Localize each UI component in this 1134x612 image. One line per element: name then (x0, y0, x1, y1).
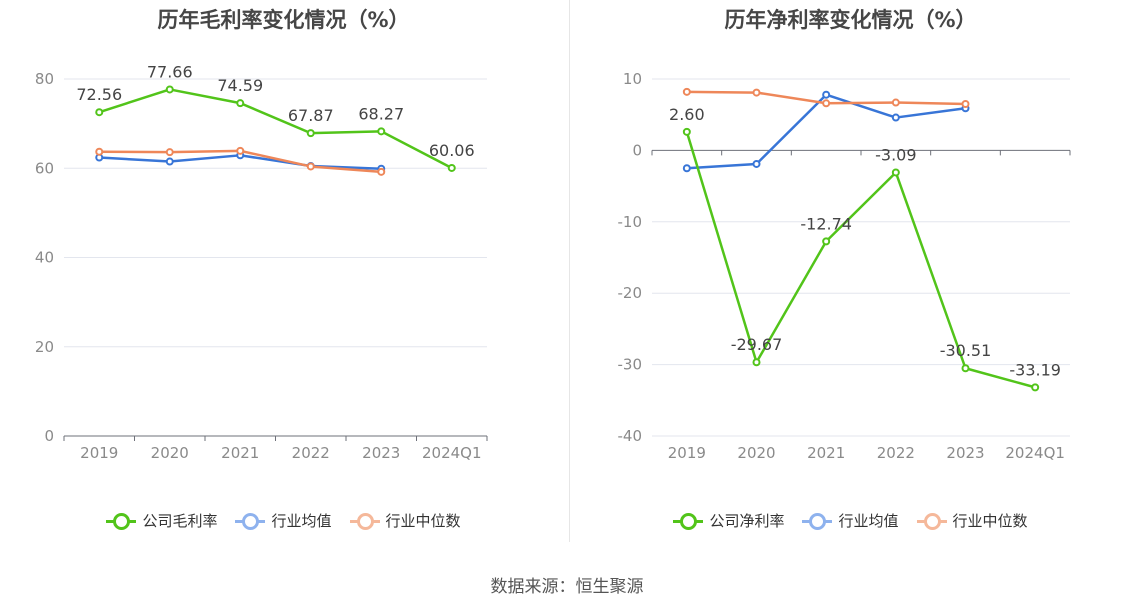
data-point (682, 127, 691, 136)
data-point (236, 99, 245, 108)
net-margin-plot: -40 -30 -20 -10 0 10 2019 2020 2021 2022 2023 2024Q… (618, 70, 1071, 462)
legend-item[interactable]: 公司毛利率 (106, 510, 217, 531)
y-tick-label: 0 (632, 141, 642, 159)
y-tick-label: 10 (623, 70, 642, 88)
chart-title: 历年净利率变化情况（%） (724, 8, 977, 32)
x-tick-label: 2019 (668, 444, 706, 462)
legend-item[interactable]: 行业中位数 (349, 510, 461, 531)
data-label: -33.19 (1009, 360, 1061, 379)
y-tick-label: 80 (35, 70, 54, 88)
legend-label: 公司净利率 (709, 512, 785, 530)
y-tick-label: 40 (35, 249, 54, 267)
y-tick-label: 20 (35, 338, 54, 356)
legend-marker-icon (673, 512, 704, 530)
x-tick-label: 2019 (80, 444, 118, 462)
y-tick-label: -30 (618, 356, 643, 374)
legend-item[interactable]: 公司净利率 (673, 510, 784, 531)
y-tick-label: -20 (618, 284, 643, 302)
legend-item[interactable]: 行业均值 (235, 510, 332, 531)
data-point (891, 113, 900, 122)
data-point (822, 90, 831, 99)
data-point (165, 85, 174, 94)
legend-label: 行业均值 (271, 512, 332, 530)
legend-label: 公司毛利率 (142, 512, 218, 530)
y-tick-label: -10 (618, 213, 643, 231)
x-tick-label: 2023 (362, 444, 400, 462)
legend-marker-icon (235, 512, 266, 530)
legend-marker-icon (349, 512, 380, 530)
legend-label: 行业均值 (838, 512, 899, 530)
data-label: -29.67 (731, 335, 783, 354)
data-point (95, 108, 104, 117)
data-label: -30.51 (940, 341, 992, 360)
x-tick-label: 2021 (807, 444, 845, 462)
data-point (377, 127, 386, 136)
legend-marker-icon (916, 512, 947, 530)
data-point (891, 98, 900, 107)
data-point (961, 364, 970, 373)
data-point (165, 148, 174, 157)
legend-marker-icon (106, 512, 137, 530)
data-point (752, 358, 761, 367)
panel-divider (569, 0, 570, 542)
data-point (95, 147, 104, 156)
data-point (236, 146, 245, 155)
chart-legend: 公司净利率 行业均值 行业中位数 (567, 510, 1134, 531)
data-point (961, 99, 970, 108)
data-source-note: 数据来源：恒生聚源 (490, 577, 644, 597)
legend-item[interactable]: 行业中位数 (916, 510, 1028, 531)
data-point (752, 88, 761, 97)
series-line (98, 88, 453, 170)
data-point (682, 87, 691, 96)
x-tick-label: 2024Q1 (422, 444, 482, 462)
data-label: 68.27 (358, 104, 404, 123)
x-tick-label: 2020 (151, 444, 189, 462)
data-point (306, 129, 315, 138)
data-point (1031, 383, 1040, 392)
legend-marker-icon (802, 512, 833, 530)
legend-item[interactable]: 行业均值 (802, 510, 899, 531)
data-label: 74.59 (217, 76, 263, 95)
data-point (165, 157, 174, 166)
data-label: 77.66 (147, 62, 193, 81)
data-point (377, 167, 386, 176)
x-tick-label: 2024Q1 (1005, 444, 1065, 462)
legend-label: 行业中位数 (385, 512, 461, 530)
data-point (752, 159, 761, 168)
data-point (891, 168, 900, 177)
series-line (685, 131, 1036, 389)
data-point (447, 163, 456, 172)
data-point (822, 237, 831, 246)
y-tick-label: 0 (44, 427, 54, 445)
y-tick-label: 60 (35, 159, 54, 177)
gross-margin-chart: 历年毛利率变化情况（%） 0 20 40 60 80 2019 2020 2021 2022 20… (0, 0, 567, 545)
data-label: 2.60 (669, 105, 705, 124)
data-label: -3.09 (875, 145, 916, 164)
gross-margin-plot: 0 20 40 60 80 2019 2020 2021 2022 2023 2024Q1 72.56… (35, 62, 488, 462)
data-label: 72.56 (76, 85, 122, 104)
data-label: 67.87 (288, 106, 334, 125)
chart-title: 历年毛利率变化情况（%） (157, 8, 410, 32)
data-label: -12.74 (800, 214, 852, 233)
chart-legend: 公司毛利率 行业均值 行业中位数 (0, 510, 567, 531)
legend-label: 行业中位数 (952, 512, 1028, 530)
net-margin-chart: 历年净利率变化情况（%） -40 -30 -20 -10 0 10 2019 2020 2021… (567, 0, 1134, 545)
x-tick-label: 2022 (877, 444, 915, 462)
data-point (682, 164, 691, 173)
data-point (822, 99, 831, 108)
x-tick-label: 2020 (737, 444, 775, 462)
x-tick-label: 2023 (946, 444, 984, 462)
y-tick-label: -40 (618, 427, 643, 445)
data-label: 60.06 (429, 141, 475, 160)
x-tick-label: 2022 (292, 444, 330, 462)
x-tick-label: 2021 (221, 444, 259, 462)
data-point (306, 162, 315, 171)
